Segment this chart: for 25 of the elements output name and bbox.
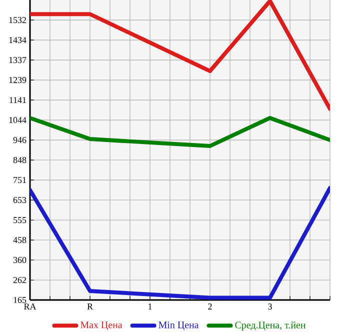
x-tick-label: 1 xyxy=(148,304,152,310)
y-tick-label: 262 xyxy=(13,277,26,284)
y-tick-label: 1141 xyxy=(10,97,26,104)
legend-label: Сред.Цена, т.йен xyxy=(235,321,306,330)
x-tick-label: 3 xyxy=(268,304,272,310)
legend-label: Min Цена xyxy=(158,322,199,330)
y-tick-label: 458 xyxy=(13,236,26,244)
x-tick-label: RA xyxy=(24,304,36,310)
line-series xyxy=(30,0,330,111)
x-tick-label: 2 xyxy=(208,304,212,310)
y-tick-label: 1239 xyxy=(9,77,26,84)
y-tick-label: 848 xyxy=(13,157,26,164)
y-tick-label: 1044 xyxy=(9,117,26,124)
y-tick-label: 555 xyxy=(14,217,26,224)
y-tick-label: 1532 xyxy=(9,17,26,24)
y-tick-label: 1434 xyxy=(9,37,26,44)
y-tick-label: 360 xyxy=(13,256,26,264)
y-tick-label: 165 xyxy=(14,296,26,304)
y-tick-label: 653 xyxy=(13,197,26,204)
y-tick-label: 946 xyxy=(13,137,26,144)
x-tick-label: R xyxy=(87,304,93,310)
legend-label: Max Цена xyxy=(80,322,122,330)
y-tick-label: 1337 xyxy=(9,57,26,64)
y-tick-label: 751 xyxy=(14,177,26,184)
line-series xyxy=(30,116,330,148)
